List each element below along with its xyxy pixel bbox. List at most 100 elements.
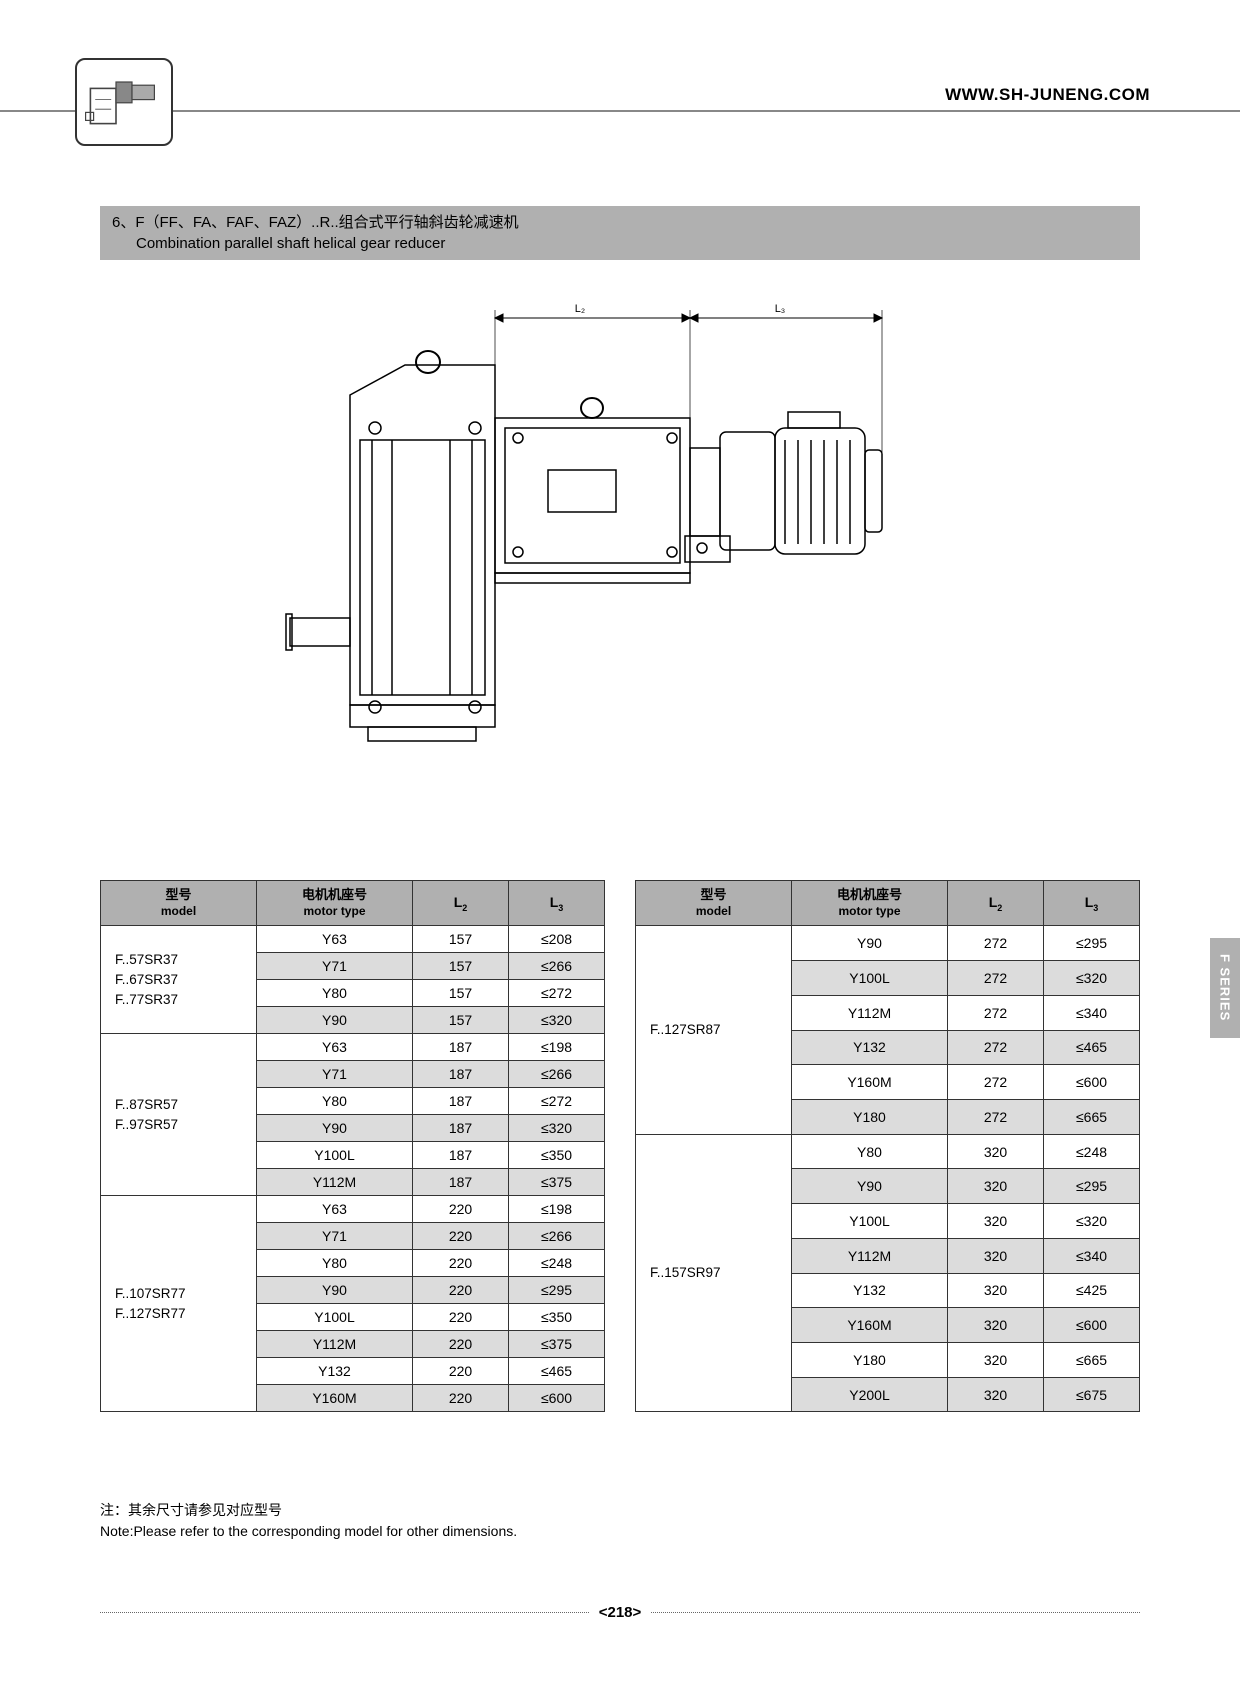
section-title-bar: 6、F（FF、FA、FAF、FAZ）..R..组合式平行轴斜齿轮减速机 Comb… bbox=[100, 206, 1140, 260]
tables-container: 型号model 电机机座号motor type L2 L3 F..57SR37F… bbox=[100, 880, 1140, 1412]
l2-cell: 157 bbox=[413, 953, 509, 980]
l3-cell: ≤320 bbox=[1044, 1204, 1140, 1239]
motor-cell: Y180 bbox=[792, 1342, 948, 1377]
l3-cell: ≤350 bbox=[509, 1142, 605, 1169]
motor-cell: Y132 bbox=[792, 1273, 948, 1308]
motor-cell: Y80 bbox=[257, 980, 413, 1007]
l2-cell: 272 bbox=[948, 995, 1044, 1030]
l3-cell: ≤375 bbox=[509, 1331, 605, 1358]
l2-cell: 187 bbox=[413, 1115, 509, 1142]
motor-cell: Y100L bbox=[792, 961, 948, 996]
motor-cell: Y160M bbox=[792, 1065, 948, 1100]
l3-cell: ≤266 bbox=[509, 953, 605, 980]
header-rule bbox=[0, 110, 1240, 112]
l3-cell: ≤295 bbox=[1044, 926, 1140, 961]
l3-cell: ≤665 bbox=[1044, 1100, 1140, 1135]
l2-cell: 320 bbox=[948, 1169, 1044, 1204]
motor-cell: Y112M bbox=[257, 1331, 413, 1358]
motor-cell: Y90 bbox=[257, 1277, 413, 1304]
l2-cell: 272 bbox=[948, 926, 1044, 961]
l3-cell: ≤465 bbox=[509, 1358, 605, 1385]
l2-cell: 187 bbox=[413, 1142, 509, 1169]
motor-cell: Y90 bbox=[257, 1007, 413, 1034]
l2-cell: 157 bbox=[413, 926, 509, 953]
l3-cell: ≤295 bbox=[509, 1277, 605, 1304]
page-footer: <218> bbox=[100, 1604, 1140, 1621]
model-cell: F..87SR57F..97SR57 bbox=[101, 1034, 257, 1196]
l2-cell: 220 bbox=[413, 1196, 509, 1223]
title-english: Combination parallel shaft helical gear … bbox=[112, 233, 1128, 254]
l2-cell: 187 bbox=[413, 1061, 509, 1088]
footer-note: 注：其余尺寸请参见对应型号 Note:Please refer to the c… bbox=[100, 1500, 517, 1542]
l2-cell: 320 bbox=[948, 1204, 1044, 1239]
motor-cell: Y100L bbox=[257, 1142, 413, 1169]
motor-cell: Y132 bbox=[792, 1030, 948, 1065]
model-cell: F..57SR37F..67SR37F..77SR37 bbox=[101, 926, 257, 1034]
l2-cell: 220 bbox=[413, 1331, 509, 1358]
l3-cell: ≤208 bbox=[509, 926, 605, 953]
motor-cell: Y80 bbox=[792, 1134, 948, 1169]
note-english: Note:Please refer to the corresponding m… bbox=[100, 1521, 517, 1542]
l2-cell: 220 bbox=[413, 1358, 509, 1385]
l3-cell: ≤198 bbox=[509, 1196, 605, 1223]
l2-cell: 272 bbox=[948, 1030, 1044, 1065]
motor-cell: Y63 bbox=[257, 926, 413, 953]
l2-cell: 320 bbox=[948, 1342, 1044, 1377]
l3-cell: ≤248 bbox=[509, 1250, 605, 1277]
l3-cell: ≤340 bbox=[1044, 995, 1140, 1030]
l3-cell: ≤465 bbox=[1044, 1030, 1140, 1065]
motor-cell: Y200L bbox=[792, 1377, 948, 1412]
motor-cell: Y100L bbox=[257, 1304, 413, 1331]
l2-cell: 220 bbox=[413, 1277, 509, 1304]
l2-cell: 272 bbox=[948, 1065, 1044, 1100]
l3-cell: ≤272 bbox=[509, 1088, 605, 1115]
motor-cell: Y63 bbox=[257, 1034, 413, 1061]
motor-cell: Y71 bbox=[257, 1223, 413, 1250]
l2-cell: 157 bbox=[413, 1007, 509, 1034]
l3-cell: ≤320 bbox=[509, 1115, 605, 1142]
l3-cell: ≤665 bbox=[1044, 1342, 1140, 1377]
footer-dots-left bbox=[100, 1612, 589, 1613]
note-chinese: 注：其余尺寸请参见对应型号 bbox=[100, 1500, 517, 1521]
l3-cell: ≤425 bbox=[1044, 1273, 1140, 1308]
l2-cell: 220 bbox=[413, 1223, 509, 1250]
spec-table-left: 型号model 电机机座号motor type L2 L3 F..57SR37F… bbox=[100, 880, 605, 1412]
motor-cell: Y90 bbox=[792, 1169, 948, 1204]
motor-cell: Y132 bbox=[257, 1358, 413, 1385]
l3-cell: ≤198 bbox=[509, 1034, 605, 1061]
model-cell: F..127SR87 bbox=[636, 926, 792, 1134]
l3-cell: ≤675 bbox=[1044, 1377, 1140, 1412]
motor-cell: Y100L bbox=[792, 1204, 948, 1239]
l3-cell: ≤340 bbox=[1044, 1238, 1140, 1273]
website-url: WWW.SH-JUNENG.COM bbox=[945, 85, 1150, 105]
motor-cell: Y160M bbox=[257, 1385, 413, 1412]
l3-cell: ≤320 bbox=[1044, 961, 1140, 996]
motor-cell: Y71 bbox=[257, 953, 413, 980]
motor-cell: Y90 bbox=[257, 1115, 413, 1142]
l2-cell: 187 bbox=[413, 1088, 509, 1115]
dim-l2-label: L₂ bbox=[575, 303, 585, 315]
motor-cell: Y112M bbox=[792, 995, 948, 1030]
motor-cell: Y180 bbox=[792, 1100, 948, 1135]
title-chinese: 6、F（FF、FA、FAF、FAZ）..R..组合式平行轴斜齿轮减速机 bbox=[112, 212, 1128, 233]
l2-cell: 320 bbox=[948, 1377, 1044, 1412]
l2-cell: 220 bbox=[413, 1385, 509, 1412]
l2-cell: 320 bbox=[948, 1273, 1044, 1308]
l2-cell: 220 bbox=[413, 1304, 509, 1331]
l3-cell: ≤600 bbox=[509, 1385, 605, 1412]
l3-cell: ≤320 bbox=[509, 1007, 605, 1034]
l3-cell: ≤600 bbox=[1044, 1308, 1140, 1343]
page-number: <218> bbox=[599, 1604, 642, 1621]
l2-cell: 320 bbox=[948, 1134, 1044, 1169]
spec-table-right: 型号model 电机机座号motor type L2 L3 F..127SR87… bbox=[635, 880, 1140, 1412]
motor-cell: Y71 bbox=[257, 1061, 413, 1088]
l2-cell: 157 bbox=[413, 980, 509, 1007]
motor-cell: Y80 bbox=[257, 1250, 413, 1277]
dim-l3-label: L₃ bbox=[775, 303, 786, 315]
motor-cell: Y160M bbox=[792, 1308, 948, 1343]
motor-cell: Y112M bbox=[792, 1238, 948, 1273]
model-cell: F..107SR77F..127SR77 bbox=[101, 1196, 257, 1412]
l3-cell: ≤600 bbox=[1044, 1065, 1140, 1100]
l2-cell: 220 bbox=[413, 1250, 509, 1277]
l2-cell: 320 bbox=[948, 1238, 1044, 1273]
